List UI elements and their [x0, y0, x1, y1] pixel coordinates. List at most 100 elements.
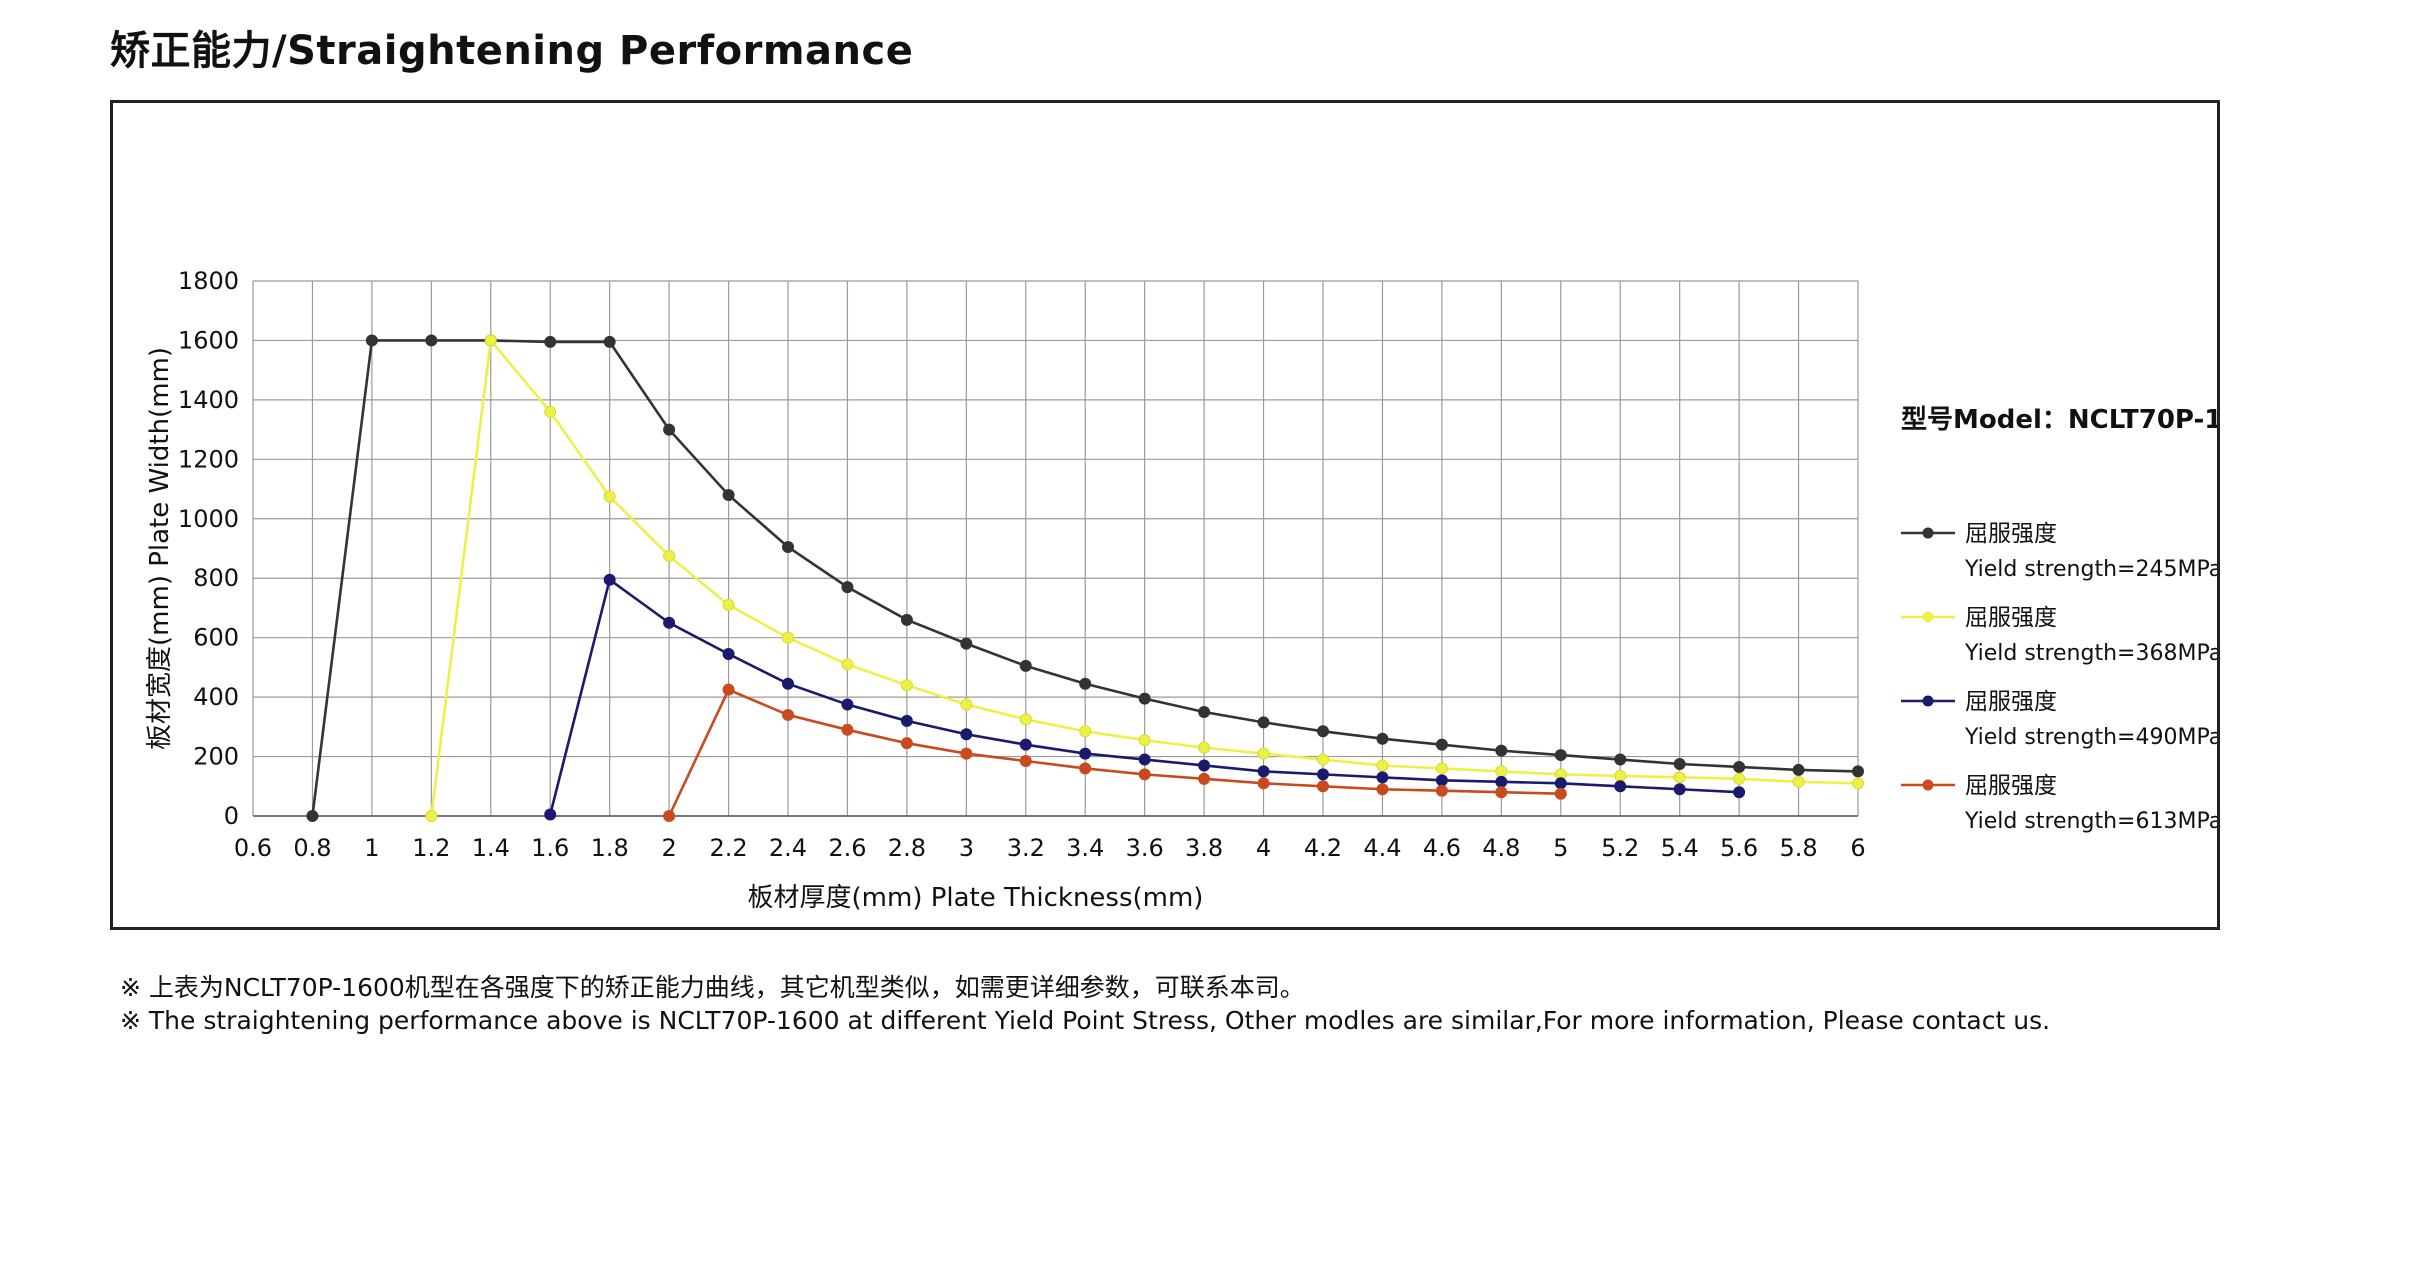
data-point: [1554, 787, 1567, 800]
data-point: [960, 698, 973, 711]
data-point: [365, 334, 378, 347]
x-axis-title: 板材厚度(mm) Plate Thickness(mm): [748, 883, 1204, 913]
data-point: [1673, 783, 1686, 796]
x-tick-label: 2.8: [888, 834, 926, 862]
data-point: [1614, 753, 1627, 766]
y-tick-label: 600: [193, 624, 239, 652]
data-point: [1792, 763, 1805, 776]
data-point: [841, 658, 854, 671]
x-tick-label: 3: [959, 834, 974, 862]
data-point: [603, 335, 616, 348]
data-point: [1079, 762, 1092, 775]
data-point: [1138, 692, 1151, 705]
data-point: [900, 737, 913, 750]
x-tick-label: 2.6: [828, 834, 866, 862]
data-point: [1198, 705, 1211, 718]
data-point: [544, 335, 557, 348]
data-point: [722, 683, 735, 696]
x-tick-label: 2: [661, 834, 676, 862]
x-tick-label: 2.4: [769, 834, 807, 862]
data-point: [1554, 749, 1567, 762]
data-point: [1852, 777, 1864, 790]
data-point: [900, 613, 913, 626]
data-point: [603, 490, 616, 503]
data-point: [722, 598, 735, 611]
data-point: [1733, 786, 1746, 799]
y-tick-label: 800: [193, 564, 239, 592]
legend-label-cn: 屈服强度: [1965, 605, 2057, 631]
y-tick-label: 1800: [178, 267, 239, 295]
data-point: [1317, 753, 1329, 766]
legend-label-en: Yield strength=368MPa: [1964, 641, 2217, 666]
legend-label-en: Yield strength=613MPa: [1964, 809, 2217, 834]
x-tick-label: 4: [1256, 834, 1271, 862]
legend-swatch-marker: [1922, 779, 1934, 791]
data-point: [722, 648, 735, 661]
data-point: [722, 489, 735, 501]
legend-label-cn: 屈服强度: [1965, 521, 2057, 547]
data-point: [782, 708, 794, 721]
data-point: [1852, 765, 1864, 778]
data-point: [1495, 765, 1508, 778]
x-tick-label: 6: [1850, 834, 1865, 862]
data-point: [1376, 783, 1389, 796]
line-chart: 0.6 0.8 1 1.2 1.4 1.6 1.8 2 2.2 2.4 2.6 2.8 3 3.2 3.4 3…: [145, 267, 2217, 913]
data-point: [960, 728, 973, 741]
data-point: [1079, 677, 1092, 690]
data-point: [1792, 775, 1805, 788]
data-point: [1079, 747, 1092, 760]
footnote-english: ※ The straightening performance above is…: [120, 1006, 2051, 1035]
data-point: [1317, 780, 1329, 793]
data-point: [1673, 771, 1686, 784]
legend-label-en: Yield strength=490MPa: [1964, 725, 2217, 750]
data-point: [1257, 777, 1270, 790]
data-point: [1733, 760, 1746, 773]
model-label: 型号Model：NCLT70P-1600: [1901, 405, 2217, 435]
data-point: [663, 549, 676, 562]
data-point: [544, 808, 557, 821]
data-point: [1019, 738, 1032, 751]
x-tick-label: 1.6: [531, 834, 569, 862]
y-tick-label: 1400: [178, 386, 239, 414]
y-axis-title: 板材宽度(mm) Plate Width(mm): [145, 347, 175, 750]
data-point: [1257, 765, 1270, 778]
y-tick-label: 200: [193, 743, 239, 771]
x-tick-label: 5.4: [1661, 834, 1699, 862]
x-tick-label: 4.8: [1482, 834, 1520, 862]
x-tick-label: 1.4: [472, 834, 510, 862]
x-tick-label: 4.2: [1304, 834, 1342, 862]
data-point: [1138, 768, 1151, 781]
x-tick-label: 3.6: [1126, 834, 1164, 862]
data-point: [1554, 777, 1567, 790]
x-tick-label: 1.2: [412, 834, 450, 862]
data-point: [1435, 762, 1448, 775]
data-point: [1138, 734, 1151, 747]
data-point: [1317, 725, 1329, 738]
data-point: [1019, 659, 1032, 672]
data-point: [782, 677, 794, 690]
legend-swatch-marker: [1922, 611, 1934, 623]
legend-label-en: Yield strength=245MPa: [1964, 557, 2217, 582]
y-tick-label: 400: [193, 683, 239, 711]
data-point: [663, 810, 676, 822]
data-point: [1079, 725, 1092, 738]
x-tick-label: 5: [1553, 834, 1568, 862]
data-point: [782, 631, 794, 644]
data-point: [960, 637, 973, 650]
x-tick-label: 1: [364, 834, 379, 862]
data-point: [841, 723, 854, 736]
x-tick-label: 0.6: [234, 834, 272, 862]
x-tick-label: 5.6: [1720, 834, 1758, 862]
data-point: [960, 747, 973, 760]
x-tick-label: 5.2: [1601, 834, 1639, 862]
data-point: [1019, 713, 1032, 726]
data-point: [900, 714, 913, 727]
data-point: [1198, 772, 1211, 785]
data-point: [1376, 759, 1389, 772]
legend-swatch-marker: [1922, 695, 1934, 707]
data-point: [1495, 744, 1508, 757]
y-tick-label: 1200: [178, 445, 239, 473]
data-point: [841, 698, 854, 711]
data-point: [1495, 786, 1508, 799]
data-point: [425, 334, 438, 347]
